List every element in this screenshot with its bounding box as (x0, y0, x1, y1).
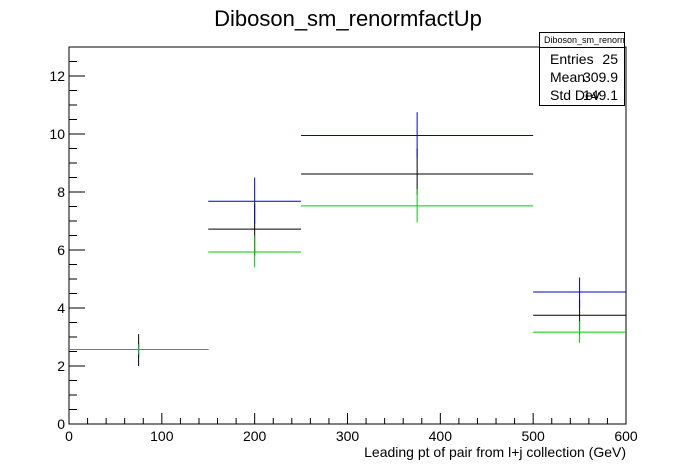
stddev-value: 149.1 (582, 87, 618, 103)
y-tick-label: 2 (57, 358, 65, 374)
chart-title: Diboson_sm_renormfactUp (214, 6, 482, 31)
entries-value: 25 (602, 51, 618, 67)
y-tick-label: 12 (49, 68, 65, 84)
x-tick-label: 100 (150, 428, 174, 444)
axes: 0 100 200 300 400 500 600 0 2 4 6 8 10 12 (49, 46, 638, 444)
stats-row-mean: Mean 309.9 (540, 68, 624, 87)
y-tick-label: 10 (49, 126, 65, 142)
stddev-label: Std Dev (550, 87, 600, 103)
x-tick-label: 200 (243, 428, 267, 444)
y-tick-label: 4 (57, 300, 65, 316)
entries-label: Entries (550, 51, 594, 67)
mean-label: Mean (550, 69, 586, 85)
mean-value: 309.9 (582, 69, 618, 85)
x-tick-label: 0 (65, 428, 73, 444)
stats-row-entries: Entries 25 (540, 50, 624, 69)
y-tick-label: 8 (57, 184, 65, 200)
data-marks (69, 112, 626, 366)
series-2 (69, 189, 626, 355)
y-tick-label: 6 (57, 242, 65, 258)
x-tick-label: 500 (521, 428, 545, 444)
x-tick-label: 300 (336, 428, 360, 444)
series-1 (69, 112, 626, 358)
series-0 (69, 148, 626, 366)
x-tick-label: 600 (614, 428, 638, 444)
stats-box: Diboson_sm_renormfactUp Entries 25 Mean … (539, 32, 625, 106)
stats-row-stddev: Std Dev 149.1 (540, 86, 624, 105)
stats-box-title: Diboson_sm_renormfactUp (540, 33, 624, 48)
y-tick-label: 0 (57, 416, 65, 432)
x-axis-label: Leading pt of pair from l+j collection (… (364, 444, 626, 460)
x-tick-label: 400 (429, 428, 453, 444)
